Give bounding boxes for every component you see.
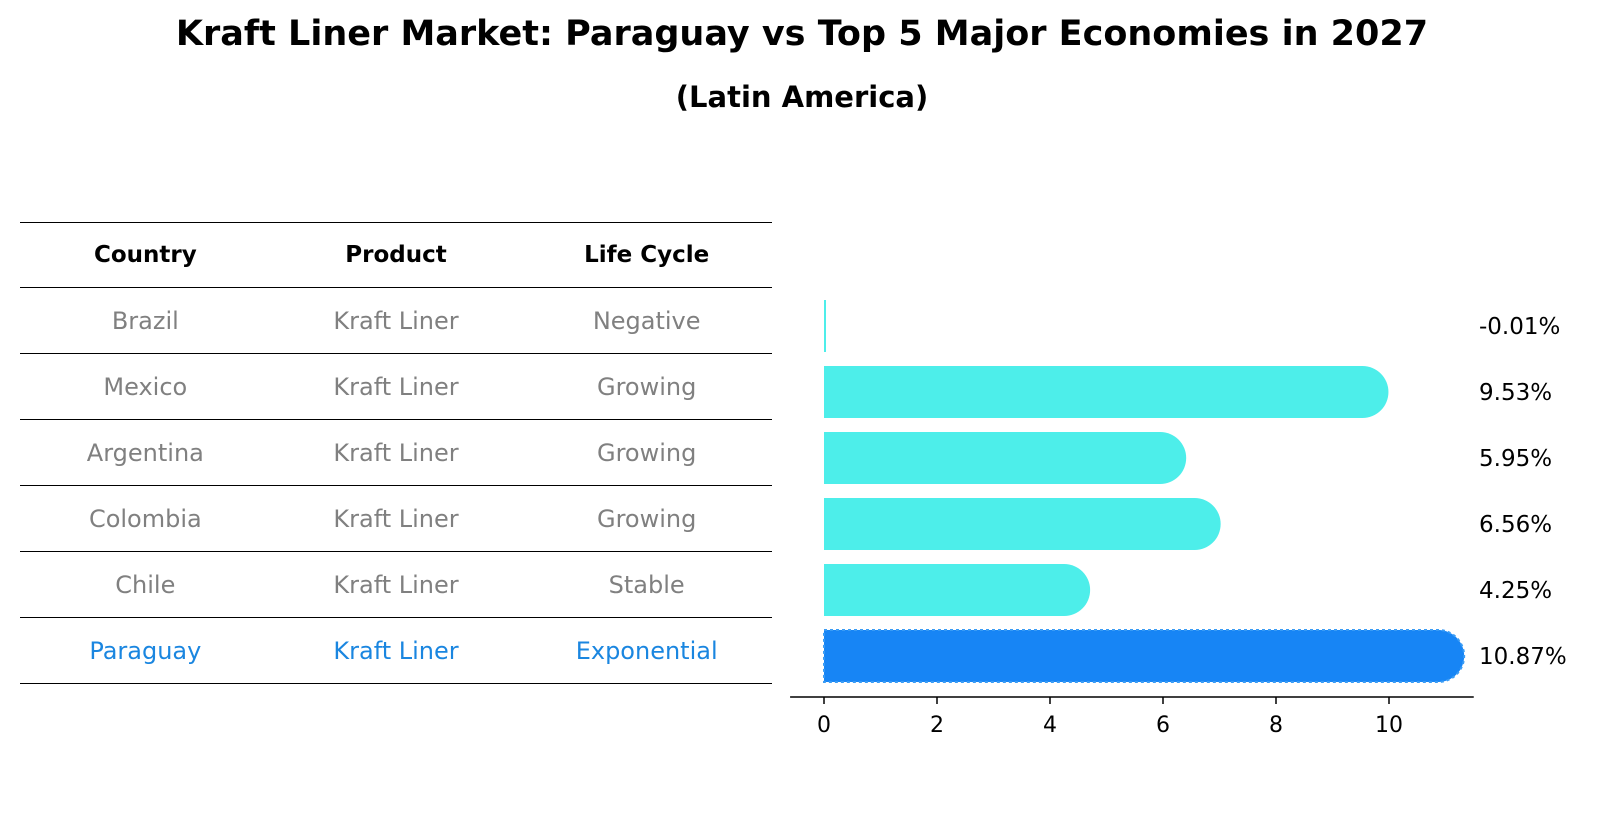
value-label: 10.87% — [1479, 644, 1567, 670]
x-tick-label: 4 — [1043, 713, 1057, 738]
header-product: Product — [345, 242, 447, 268]
cell-product: Kraft Liner — [333, 438, 459, 467]
bar-group — [823, 300, 1466, 683]
x-tick-label: 0 — [817, 713, 831, 738]
header-country: Country — [93, 242, 197, 268]
bar-brazil — [824, 300, 826, 352]
table-row: Argentina Kraft Liner Growing — [20, 420, 772, 486]
cell-life-cycle: Stable — [608, 570, 685, 599]
cell-product: Kraft Liner — [333, 504, 459, 533]
cell-product: Kraft Liner — [333, 636, 459, 665]
cell-life-cycle: Negative — [592, 306, 701, 335]
bar-paraguay — [823, 629, 1466, 683]
value-label: 5.95% — [1479, 446, 1552, 472]
table-row: Brazil Kraft Liner Negative — [20, 288, 772, 354]
value-label: 9.53% — [1479, 380, 1552, 406]
chart-title: Kraft Liner Market: Paraguay vs Top 5 Ma… — [175, 14, 1429, 54]
chart-subtitle: (Latin America) — [675, 80, 929, 114]
cell-life-cycle: Growing — [596, 372, 697, 401]
header-life-cycle: Life Cycle — [584, 242, 710, 268]
cell-country: Paraguay — [89, 636, 202, 665]
country-table: Country Product Life Cycle Brazil Kraft … — [20, 222, 772, 684]
value-label: 4.25% — [1479, 578, 1552, 604]
cell-life-cycle: Growing — [596, 504, 697, 533]
x-axis: 0 2 4 6 8 10 — [790, 696, 1474, 738]
value-label: 6.56% — [1479, 512, 1552, 538]
cell-country: Brazil — [111, 306, 179, 335]
cell-life-cycle: Exponential — [575, 636, 718, 665]
value-label: -0.01% — [1479, 314, 1560, 340]
value-label-group: -0.01% 9.53% 5.95% 6.56% 4.25% 10.87% — [1479, 314, 1567, 670]
cell-product: Kraft Liner — [333, 306, 459, 335]
table-header-row: Country Product Life Cycle — [20, 222, 772, 288]
bar-colombia — [824, 498, 1221, 550]
x-tick-label: 6 — [1156, 713, 1170, 738]
x-tick-label: 10 — [1375, 713, 1403, 738]
cell-life-cycle: Growing — [596, 438, 697, 467]
x-tick-label: 2 — [930, 713, 944, 738]
cell-country: Argentina — [86, 438, 204, 467]
bar-mexico — [824, 366, 1389, 418]
cell-country: Chile — [115, 570, 176, 599]
bar-chile — [824, 564, 1091, 616]
table-row: Chile Kraft Liner Stable — [20, 552, 772, 618]
table-row-highlight: Paraguay Kraft Liner Exponential — [20, 618, 772, 684]
table-row: Mexico Kraft Liner Growing — [20, 354, 772, 420]
cell-country: Colombia — [88, 504, 202, 533]
cell-country: Mexico — [103, 372, 188, 401]
bar-argentina — [824, 432, 1187, 484]
table-row: Colombia Kraft Liner Growing — [20, 486, 772, 552]
cell-product: Kraft Liner — [333, 372, 459, 401]
cell-product: Kraft Liner — [333, 570, 459, 599]
x-tick-label: 8 — [1269, 713, 1283, 738]
